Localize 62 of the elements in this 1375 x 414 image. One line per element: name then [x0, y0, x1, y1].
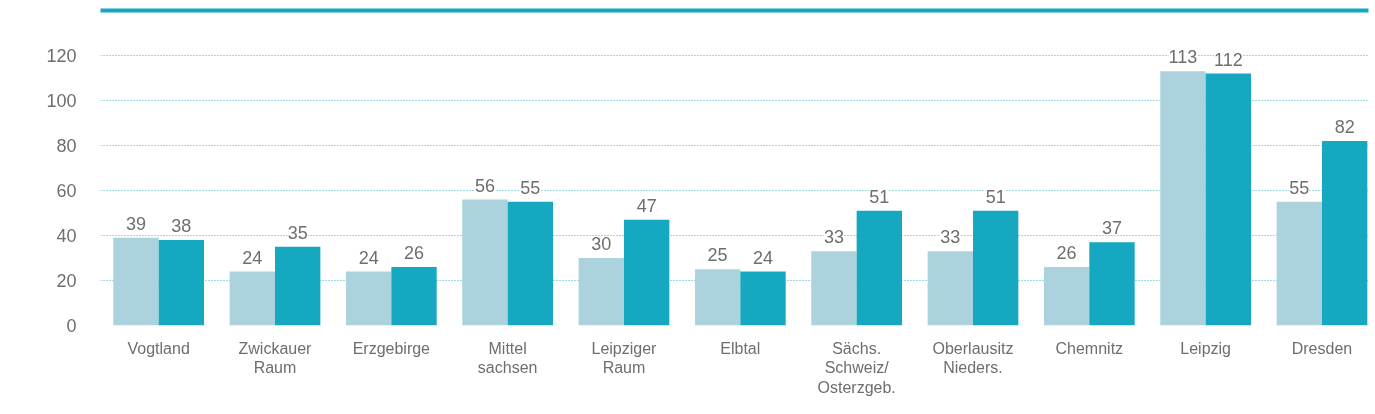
- x-tick-label: Vogtland: [127, 339, 190, 357]
- data-label: 112: [1213, 49, 1243, 70]
- data-label: 35: [287, 222, 308, 243]
- data-label: 82: [1334, 117, 1355, 137]
- data-label: 39: [125, 213, 146, 234]
- bar: [1089, 242, 1135, 326]
- data-label: 55: [520, 177, 541, 198]
- bar: [578, 258, 624, 326]
- y-tick-label: 80: [56, 136, 77, 156]
- bar: [113, 237, 159, 326]
- bar: [462, 199, 508, 326]
- bar: [507, 201, 554, 326]
- y-tick-label: 120: [46, 46, 77, 66]
- bar: [391, 267, 437, 326]
- data-label: 56: [474, 175, 495, 196]
- bar: [1160, 71, 1206, 326]
- data-label: 24: [358, 247, 379, 268]
- bar: [811, 251, 857, 326]
- data-label: 37: [1101, 218, 1123, 239]
- bar: [275, 246, 321, 326]
- data-label: 38: [171, 216, 192, 236]
- bar: [623, 219, 670, 326]
- x-tick-label: Erzgebirge: [352, 339, 431, 357]
- data-label: 30: [591, 234, 612, 254]
- x-tick-label: Dresden: [1291, 339, 1353, 357]
- bar: [1276, 201, 1322, 326]
- data-label: 47: [636, 195, 657, 216]
- x-tick-label: Sächs. Schweiz/ Osterzgeb.: [817, 339, 896, 396]
- x-tick-label: Chemnitz: [1055, 339, 1124, 357]
- bar: [972, 210, 1019, 326]
- data-label: 26: [1056, 243, 1077, 263]
- y-tick-label: 20: [56, 271, 77, 291]
- bar: [158, 240, 205, 326]
- x-tick-label: Elbtal: [720, 339, 761, 357]
- data-label: 33: [940, 227, 961, 248]
- bar: [694, 269, 741, 326]
- y-tick-label: 100: [46, 91, 77, 111]
- bar: [927, 251, 973, 326]
- data-label: 26: [404, 243, 425, 263]
- bar: [1043, 267, 1090, 326]
- x-tick-label: Zwickauer Raum: [238, 339, 313, 377]
- data-label: 113: [1168, 47, 1198, 68]
- y-tick-label: 60: [56, 181, 77, 201]
- data-label: 24: [242, 247, 263, 268]
- y-tick-label: 0: [66, 316, 77, 336]
- x-tick-label: Leipziger Raum: [591, 339, 658, 377]
- data-label: 51: [985, 186, 1006, 207]
- bar: [1205, 73, 1252, 326]
- data-label: 24: [752, 247, 774, 268]
- data-label: 25: [707, 245, 728, 266]
- x-tick-label: Oberlausitz Nieders.: [932, 339, 1014, 377]
- x-tick-label: Leipzig: [1180, 339, 1231, 357]
- x-tick-label: Mittel sachsen: [477, 339, 538, 377]
- bar: [229, 271, 275, 326]
- bar: [1321, 141, 1368, 326]
- data-label: 55: [1289, 177, 1310, 198]
- data-label: 51: [869, 186, 890, 207]
- bar: [856, 210, 903, 326]
- y-tick-label: 40: [56, 226, 77, 246]
- bar: [740, 271, 786, 326]
- data-label: 33: [823, 227, 844, 248]
- bar: [345, 271, 392, 326]
